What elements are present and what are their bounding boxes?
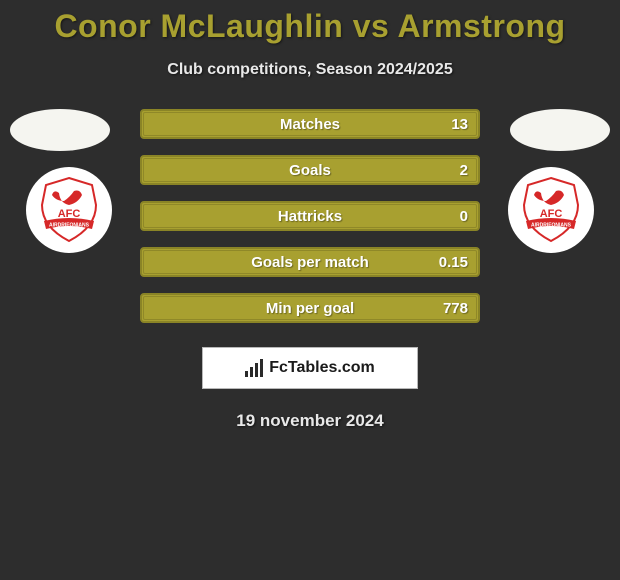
stats-container: Matches 13 Goals 2 Hattricks 0 Goals per… — [140, 109, 480, 323]
club-crest-icon: AFC AIRDRIEONIANS — [34, 175, 104, 245]
stat-label: Hattricks — [278, 208, 342, 225]
stat-bar-min-per-goal: Min per goal 778 — [140, 293, 480, 323]
stat-bar-goals: Goals 2 — [140, 155, 480, 185]
stat-label: Matches — [280, 116, 340, 133]
bars-icon — [245, 359, 263, 377]
player-avatar-left — [10, 109, 110, 151]
logo-text: FcTables.com — [269, 359, 375, 377]
stat-label: Min per goal — [266, 300, 354, 317]
club-badge-right: AFC AIRDRIEONIANS — [508, 167, 594, 253]
source-logo: FcTables.com — [202, 347, 418, 389]
stat-value: 13 — [451, 116, 468, 133]
badge-ribbon-text: AIRDRIEONIANS — [49, 223, 90, 229]
page-title: Conor McLaughlin vs Armstrong — [0, 0, 620, 45]
stat-bar-hattricks: Hattricks 0 — [140, 201, 480, 231]
stat-bar-goals-per-match: Goals per match 0.15 — [140, 247, 480, 277]
comparison-content: AFC AIRDRIEONIANS AFC AIRDRIEONIANS Matc… — [0, 109, 620, 431]
subtitle: Club competitions, Season 2024/2025 — [0, 61, 620, 79]
stat-label: Goals per match — [251, 254, 369, 271]
stat-bar-matches: Matches 13 — [140, 109, 480, 139]
club-badge-right-inner: AFC AIRDRIEONIANS — [513, 172, 589, 248]
stat-value: 0.15 — [439, 254, 468, 271]
stat-label: Goals — [289, 162, 331, 179]
club-badge-left-inner: AFC AIRDRIEONIANS — [31, 172, 107, 248]
player-avatar-right — [510, 109, 610, 151]
stat-value: 0 — [460, 208, 468, 225]
date-text: 19 november 2024 — [0, 411, 620, 431]
stat-value: 778 — [443, 300, 468, 317]
badge-ribbon-text: AIRDRIEONIANS — [531, 223, 572, 229]
club-badge-left: AFC AIRDRIEONIANS — [26, 167, 112, 253]
stat-value: 2 — [460, 162, 468, 179]
club-crest-icon: AFC AIRDRIEONIANS — [516, 175, 586, 245]
